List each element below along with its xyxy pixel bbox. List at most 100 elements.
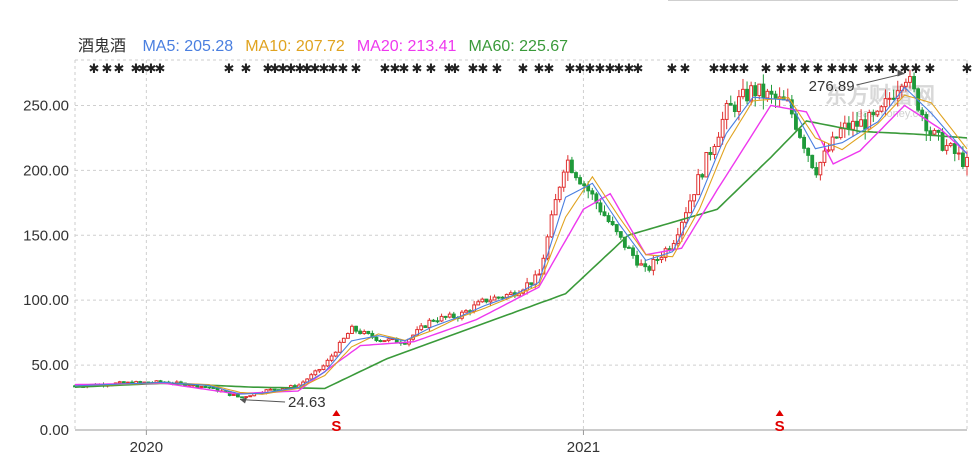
candle-body <box>692 194 697 202</box>
candle-body <box>496 296 501 299</box>
candle-body <box>830 136 835 151</box>
ma-legend: 酒鬼酒 MA5: 205.28 MA10: 207.72 MA20: 213.41 M… <box>78 32 592 56</box>
event-marker: ✱ <box>444 61 455 76</box>
event-marker: ✱ <box>624 61 635 76</box>
event-marker: ✱ <box>787 61 798 76</box>
candle-body <box>447 313 452 318</box>
candle-body <box>158 380 163 383</box>
candle-body <box>724 102 729 120</box>
event-marker: ✱ <box>595 61 606 76</box>
candle-body <box>704 152 709 178</box>
event-marker: ✱ <box>146 61 157 76</box>
event-marker: ✱ <box>900 61 911 76</box>
candle-body <box>350 325 354 335</box>
candle-body <box>627 246 631 249</box>
candle-body <box>716 136 721 147</box>
candle-body <box>956 152 961 155</box>
candle-body <box>712 145 717 155</box>
event-marker: ✱ <box>131 61 142 76</box>
ma60-line <box>74 120 968 390</box>
candle-body <box>944 145 949 151</box>
stock-name: 酒鬼酒 <box>78 38 127 55</box>
event-marker: ✱ <box>138 61 149 76</box>
candle-body <box>590 190 595 195</box>
candle-body <box>602 211 607 217</box>
sell-marker-arrow <box>332 410 341 416</box>
event-marker: ✱ <box>450 61 461 76</box>
event-marker: ✱ <box>864 61 875 76</box>
candle-body <box>423 325 428 328</box>
legend-ma5: MA5: 205.28 <box>142 38 234 55</box>
candle-body <box>553 199 558 216</box>
event-marker: ✱ <box>719 61 730 76</box>
event-marker: ✱ <box>925 61 936 76</box>
candle-body <box>578 177 582 185</box>
event-marker: ✱ <box>575 61 586 76</box>
candle-body <box>354 325 358 332</box>
candle-body <box>121 381 126 384</box>
candle-body <box>688 200 692 214</box>
candle-body <box>635 254 640 266</box>
candle-body <box>655 258 660 261</box>
candle-body <box>606 215 611 223</box>
event-marker: ✱ <box>800 61 811 76</box>
candle-body <box>883 98 888 108</box>
candle-body <box>948 143 953 147</box>
event-marker: ✱ <box>667 61 678 76</box>
candle-body <box>773 93 778 100</box>
candle-body <box>639 263 644 266</box>
y-tick-label: 150.00 <box>23 227 69 244</box>
sell-marker-label: S <box>331 418 341 435</box>
candle-body <box>696 174 701 196</box>
candle-body <box>439 315 444 322</box>
candle-body <box>924 114 929 132</box>
search-box-edge[interactable] <box>668 0 958 1</box>
candle-body <box>903 81 908 87</box>
candle-body <box>736 96 741 113</box>
event-marker: ✱ <box>302 61 313 76</box>
candle-body <box>451 313 456 318</box>
candle-body <box>753 85 758 97</box>
candle-body <box>936 129 941 133</box>
candle-body <box>362 330 367 335</box>
candle-body <box>631 247 635 256</box>
low-annotation-leader <box>239 399 286 403</box>
event-marker: ✱ <box>89 61 100 76</box>
candle-body <box>427 319 432 328</box>
candle-body <box>508 292 513 295</box>
event-marker: ✱ <box>888 61 899 76</box>
event-marker: ✱ <box>761 61 772 76</box>
y-tick-label: 0.00 <box>40 422 69 439</box>
candle-body <box>313 370 318 376</box>
candle-body <box>908 76 912 83</box>
candle-body <box>920 109 925 116</box>
event-marker: ✱ <box>278 61 289 76</box>
ma20-line <box>74 104 968 395</box>
candle-body <box>309 374 314 380</box>
legend-ma60: MA60: 225.67 <box>468 38 569 55</box>
candle-body <box>961 152 965 168</box>
candle-body <box>720 118 725 138</box>
candle-body <box>614 224 619 233</box>
legend-ma10: MA10: 207.72 <box>245 38 345 55</box>
event-marker: ✱ <box>351 61 362 76</box>
candle-body <box>757 83 762 97</box>
candle-body <box>419 325 424 331</box>
low-price-label: 24.63 <box>288 394 326 411</box>
candle-body <box>203 385 208 388</box>
candle-body <box>834 136 839 139</box>
candle-body <box>207 386 212 389</box>
candle-body <box>329 355 334 361</box>
candle-body <box>879 106 884 112</box>
candle-body <box>826 149 831 152</box>
candle-body <box>341 337 346 343</box>
candle-body <box>769 90 774 95</box>
event-marker: ✱ <box>224 61 235 76</box>
event-marker: ✱ <box>390 61 401 76</box>
candle-body <box>236 393 240 398</box>
event-marker: ✱ <box>874 61 885 76</box>
event-marker: ✱ <box>328 61 339 76</box>
event-marker: ✱ <box>848 61 859 76</box>
